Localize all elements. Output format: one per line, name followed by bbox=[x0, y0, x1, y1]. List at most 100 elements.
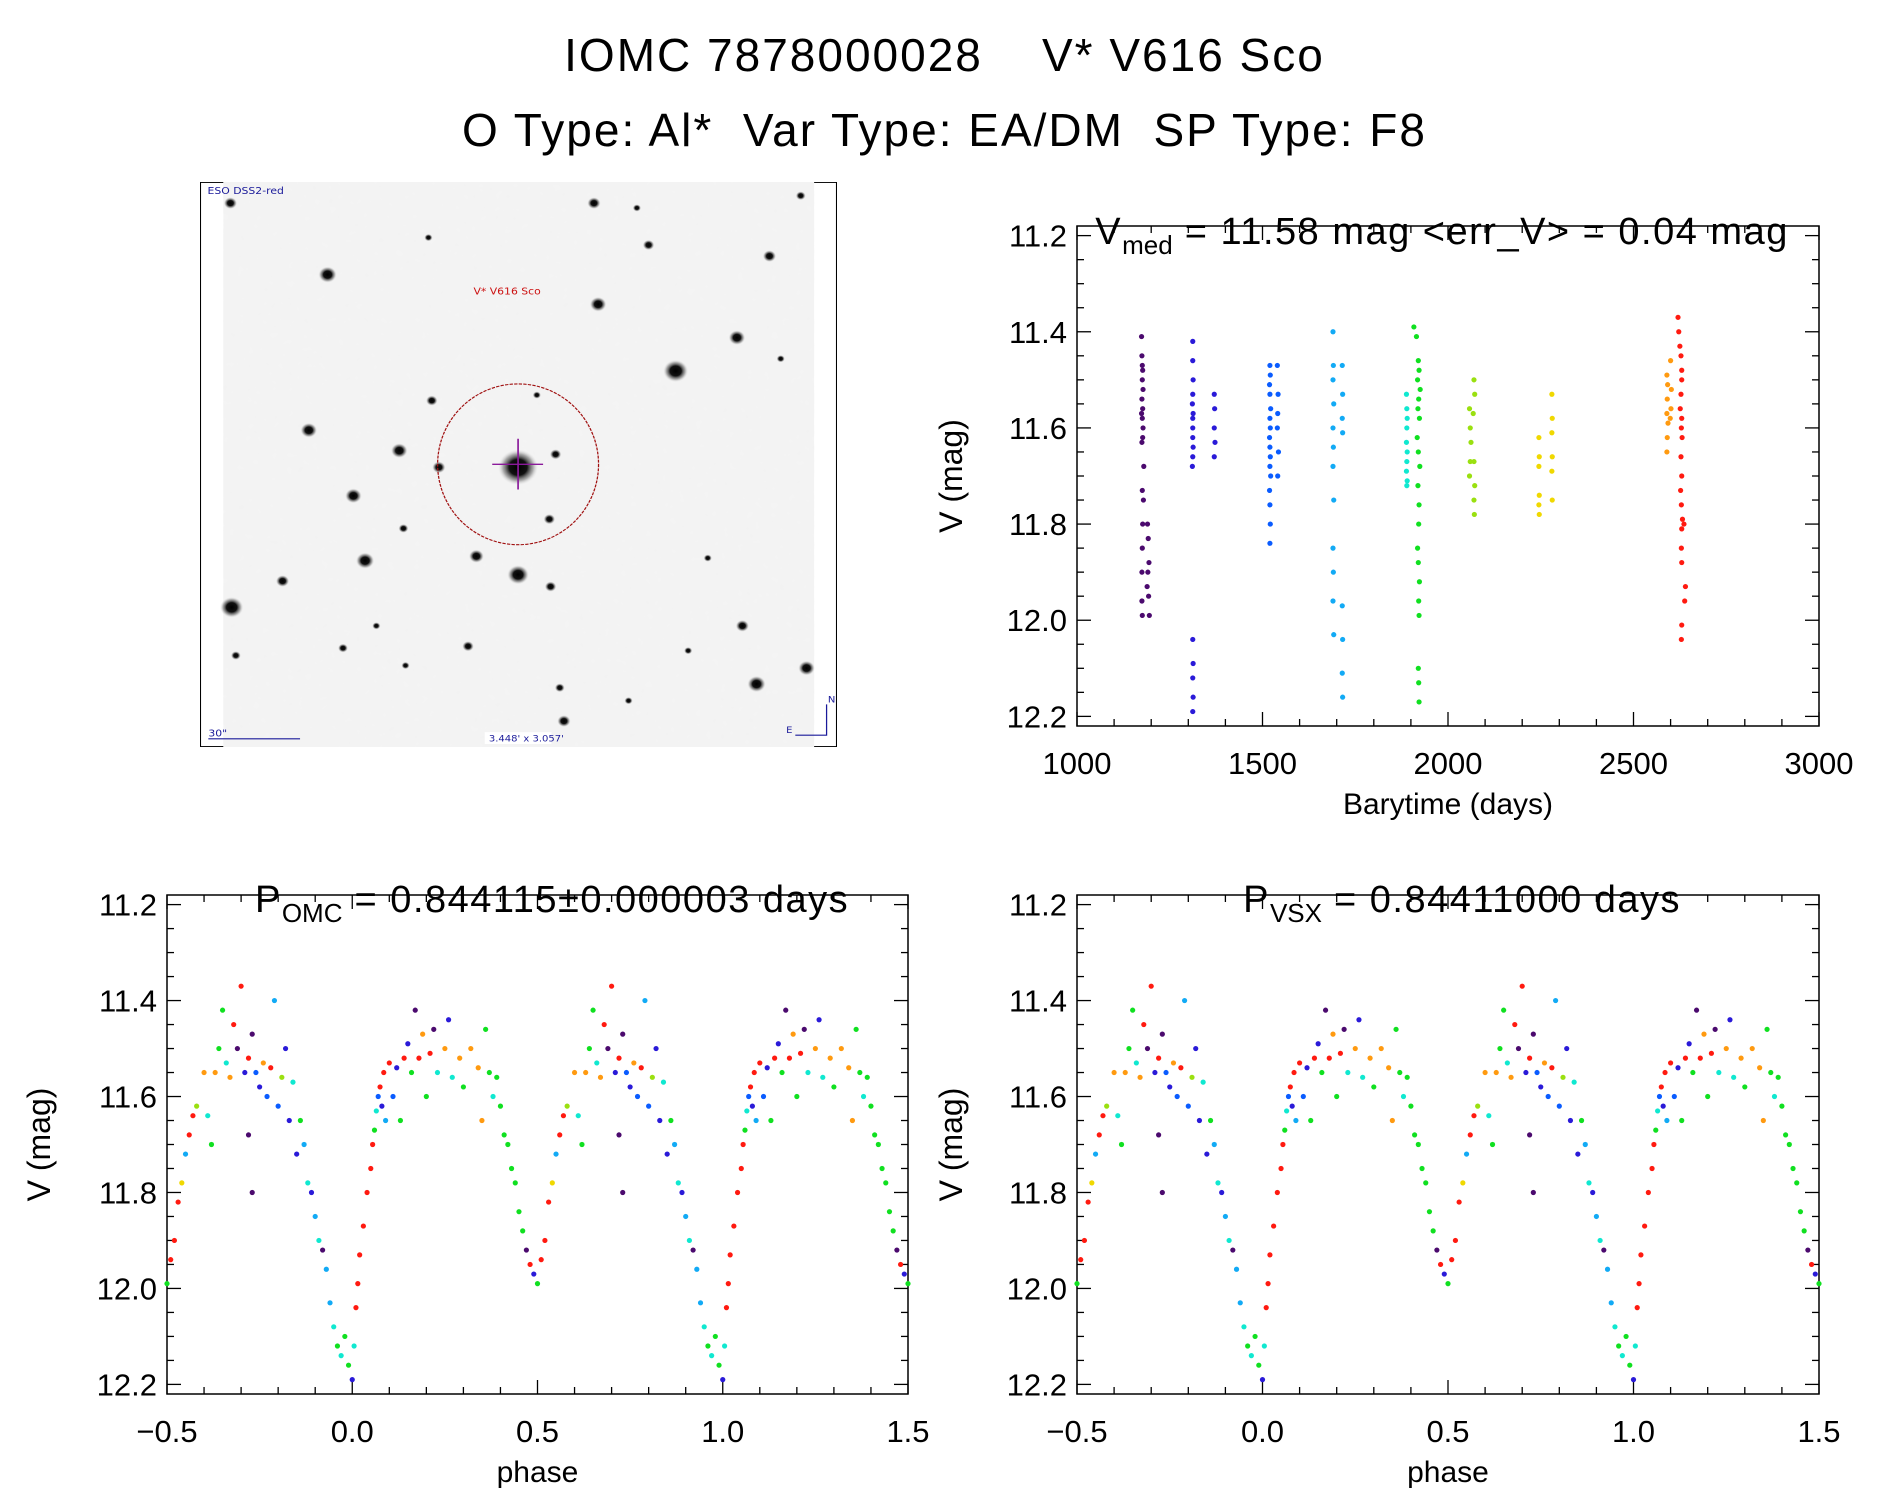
data-point bbox=[1400, 1093, 1407, 1100]
data-point bbox=[860, 1093, 867, 1100]
data-point bbox=[1185, 1103, 1191, 1109]
data-point bbox=[827, 1055, 833, 1061]
data-point bbox=[1515, 1045, 1522, 1052]
data-point bbox=[1152, 1069, 1158, 1076]
data-point bbox=[1416, 367, 1422, 373]
lightcurve-title: Vmed = 11.58 mag <err_V> = 0.04 mag bbox=[1000, 168, 1860, 261]
data-point bbox=[268, 1065, 274, 1071]
data-point bbox=[1466, 406, 1473, 412]
data-point bbox=[1675, 314, 1681, 320]
data-point bbox=[868, 1103, 874, 1109]
data-point bbox=[686, 1237, 693, 1244]
data-point bbox=[601, 1021, 607, 1028]
data-point bbox=[1212, 406, 1218, 412]
star bbox=[398, 523, 409, 533]
data-point bbox=[1207, 1117, 1214, 1124]
data-point bbox=[1378, 1045, 1384, 1052]
data-point bbox=[1471, 1113, 1477, 1119]
star bbox=[632, 204, 642, 212]
data-point bbox=[1415, 559, 1421, 566]
figure-title-line2: O Type: Al* Var Type: EA/DM SP Type: F8 bbox=[462, 104, 1427, 156]
data-point bbox=[1141, 1021, 1147, 1028]
data-point bbox=[716, 1362, 722, 1368]
data-point bbox=[379, 1103, 385, 1109]
data-point bbox=[1340, 694, 1346, 700]
data-point bbox=[301, 1141, 307, 1148]
data-point bbox=[1423, 1180, 1429, 1186]
data-point bbox=[1266, 382, 1273, 388]
data-point bbox=[1211, 1141, 1217, 1148]
data-point bbox=[838, 1045, 844, 1052]
data-point bbox=[1664, 1117, 1670, 1124]
data-point bbox=[1267, 362, 1273, 369]
data-point bbox=[1658, 1084, 1664, 1090]
data-point bbox=[1330, 1031, 1336, 1037]
data-point bbox=[586, 1045, 592, 1052]
x-tick-label: 2000 bbox=[1414, 746, 1483, 781]
data-point bbox=[1416, 680, 1422, 686]
data-point bbox=[1196, 1117, 1203, 1124]
data-point bbox=[1534, 1069, 1540, 1076]
data-point bbox=[1278, 1165, 1284, 1172]
data-point bbox=[386, 1060, 392, 1066]
data-point bbox=[1608, 1300, 1614, 1306]
sky-finder-image: ESO DSS2-red V* V616 Sco 30" 3.448' x 3.… bbox=[200, 182, 837, 747]
data-point bbox=[1415, 358, 1421, 364]
data-point bbox=[1140, 434, 1146, 441]
data-point bbox=[897, 1261, 904, 1268]
data-point bbox=[1437, 1261, 1444, 1268]
star bbox=[507, 565, 529, 585]
data-point bbox=[1212, 439, 1218, 445]
data-point bbox=[394, 1065, 400, 1071]
data-point bbox=[725, 1281, 731, 1287]
data-point bbox=[320, 1247, 326, 1253]
data-point bbox=[1679, 434, 1685, 441]
star bbox=[557, 715, 571, 727]
data-point bbox=[883, 1180, 889, 1186]
data-point bbox=[1140, 497, 1147, 503]
data-point bbox=[727, 1252, 733, 1258]
data-point bbox=[1174, 1093, 1180, 1100]
data-point bbox=[1519, 983, 1525, 989]
title-sub: med bbox=[1122, 230, 1173, 260]
compass-icon bbox=[795, 704, 828, 736]
data-point bbox=[427, 1050, 433, 1056]
data-point bbox=[1337, 1050, 1344, 1056]
data-point bbox=[408, 1069, 415, 1076]
data-point bbox=[757, 1060, 763, 1066]
data-point bbox=[1541, 1060, 1548, 1066]
data-point bbox=[1786, 1141, 1792, 1148]
data-point bbox=[1604, 1266, 1611, 1272]
data-point bbox=[1512, 1021, 1518, 1028]
data-point bbox=[1267, 454, 1273, 460]
data-point bbox=[1284, 1108, 1290, 1114]
data-point bbox=[1274, 425, 1280, 431]
data-point bbox=[1471, 377, 1477, 383]
data-point bbox=[1140, 367, 1146, 373]
data-point bbox=[1230, 1247, 1236, 1253]
data-point bbox=[1100, 1113, 1106, 1119]
data-point bbox=[1330, 425, 1336, 431]
data-point bbox=[1139, 396, 1145, 402]
data-point bbox=[1297, 1060, 1303, 1066]
x-tick-label: 0.0 bbox=[1241, 1414, 1284, 1449]
data-point bbox=[1456, 1199, 1462, 1205]
data-point bbox=[1159, 1189, 1165, 1196]
data-point bbox=[1268, 473, 1274, 479]
north-label: N bbox=[828, 695, 835, 705]
data-point bbox=[194, 1103, 200, 1109]
data-point bbox=[627, 1084, 633, 1090]
field-size-label: 3.448' x 3.057' bbox=[489, 734, 564, 744]
star bbox=[355, 552, 375, 569]
data-point bbox=[1190, 425, 1196, 431]
data-point bbox=[253, 1069, 259, 1076]
data-point bbox=[1549, 454, 1555, 460]
data-point bbox=[1140, 386, 1146, 393]
data-point bbox=[370, 1141, 376, 1148]
data-point bbox=[1416, 612, 1422, 619]
data-point bbox=[775, 1041, 781, 1047]
data-point bbox=[486, 1069, 492, 1076]
star bbox=[554, 683, 565, 693]
data-point bbox=[694, 1266, 700, 1272]
